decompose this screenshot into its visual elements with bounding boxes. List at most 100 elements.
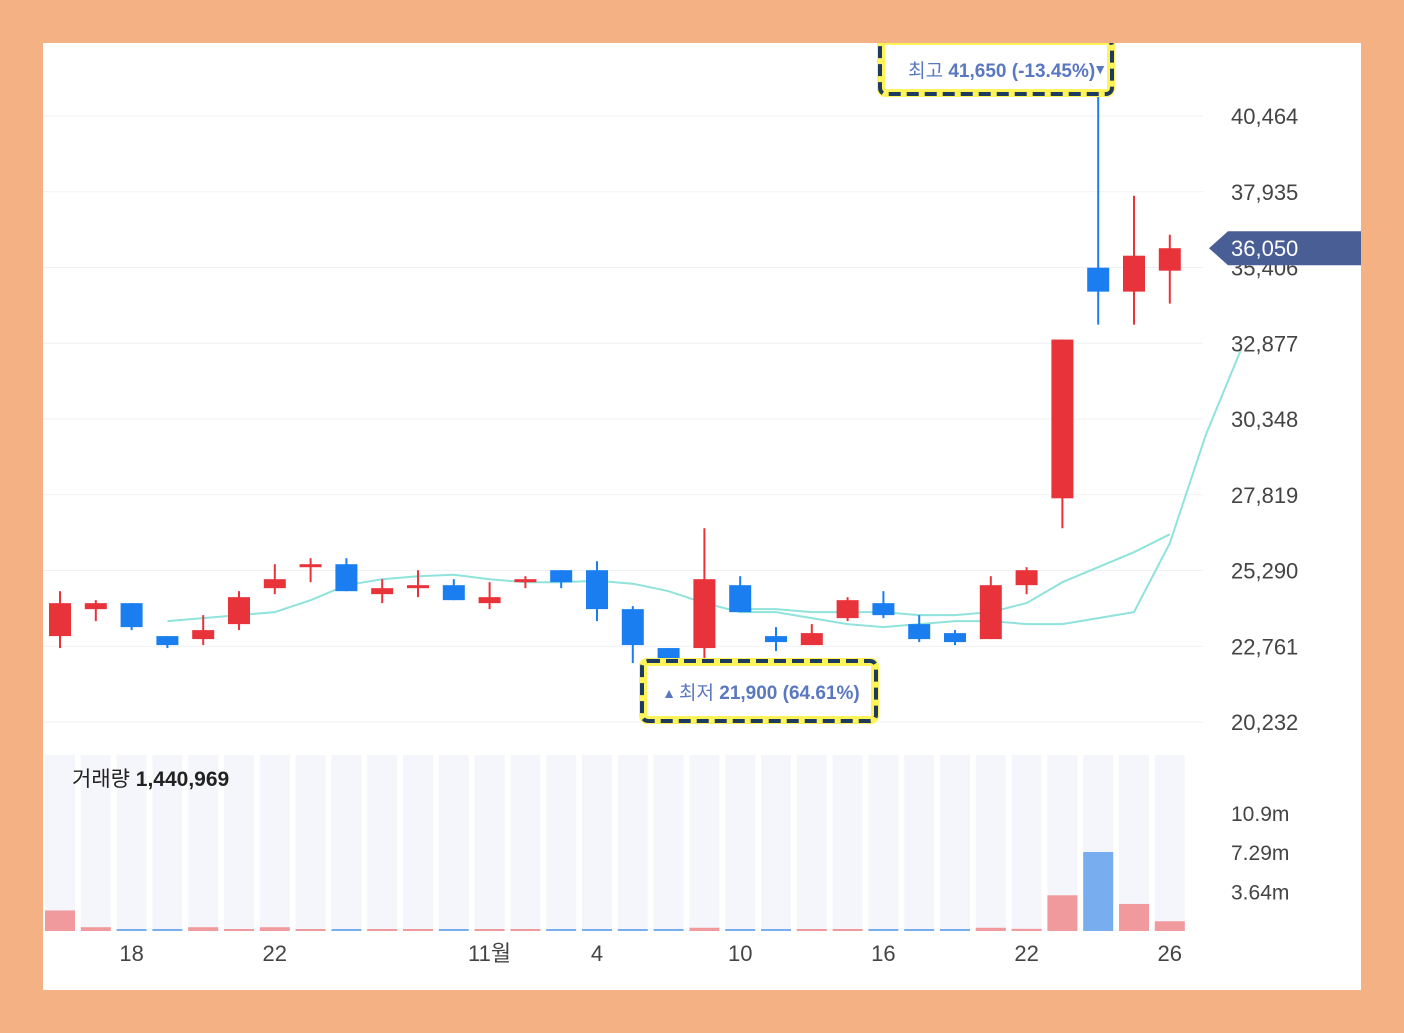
candle xyxy=(836,597,859,622)
high-annotation-text: 최고 41,650 (-13.45%) xyxy=(908,60,1095,82)
candle-body xyxy=(1051,339,1074,499)
volume-bar xyxy=(45,910,75,931)
candle-body xyxy=(192,630,215,640)
volume-column-bg xyxy=(1154,755,1185,931)
volume-column-bg xyxy=(653,755,684,931)
volume-column-bg xyxy=(438,755,469,931)
candle xyxy=(765,627,787,652)
low-annotation-box xyxy=(647,666,871,716)
candle-body xyxy=(335,564,358,592)
volume-column-bg xyxy=(689,755,720,931)
volume-bar xyxy=(796,929,827,931)
candle-body xyxy=(765,636,787,643)
candle-body xyxy=(263,579,286,589)
candle xyxy=(1051,339,1074,529)
volume-column-bg xyxy=(904,755,935,931)
volume-bar xyxy=(546,929,577,931)
volume-column-bg xyxy=(725,755,756,931)
volume-bar xyxy=(689,927,720,931)
candle-body xyxy=(1158,248,1181,271)
candle xyxy=(1087,80,1110,325)
volume-column-bg xyxy=(224,755,254,931)
price-tick-label: 25,290 xyxy=(1231,559,1298,584)
candle xyxy=(84,600,107,622)
volume-column-bg xyxy=(975,755,1006,931)
candle-body xyxy=(550,570,573,583)
price-tick-label: 37,935 xyxy=(1231,180,1298,205)
volume-column-bg xyxy=(116,755,147,931)
volume-tick-label: 10.9m xyxy=(1231,803,1289,826)
volume-bar xyxy=(116,929,147,931)
volume-column-bg xyxy=(761,755,791,931)
volume-bar xyxy=(403,929,433,931)
high-low-annotations: 최고 41,650 (-13.45%)▼ ▲ 최저 21,900 (64.61%) xyxy=(639,43,1115,724)
volume-column-bg xyxy=(80,755,111,931)
volume-bar xyxy=(940,929,970,931)
candle xyxy=(442,579,465,601)
candle-body xyxy=(872,603,895,616)
price-tick-label: 20,232 xyxy=(1231,710,1298,735)
candle-body xyxy=(478,597,501,604)
high-annotation-value: 41,650 (-13.45%) xyxy=(948,61,1095,82)
volume-column-bg xyxy=(546,755,577,931)
candle xyxy=(263,564,286,595)
volume-column-bg xyxy=(1119,755,1149,931)
candle xyxy=(550,570,573,589)
low-annotation-marker: ▲ xyxy=(662,685,676,701)
date-tick-label: 22 xyxy=(263,941,287,966)
current-price-label: 36,050 xyxy=(1231,236,1298,261)
candle-body xyxy=(1123,255,1145,292)
candle-body xyxy=(729,585,752,613)
volume-bar xyxy=(832,929,863,931)
volume-label: 거래량 1,440,969 xyxy=(72,768,229,791)
date-tick-label: 10 xyxy=(728,941,752,966)
volume-column-bg xyxy=(367,755,398,931)
candle xyxy=(621,606,644,664)
price-tick-label: 40,464 xyxy=(1231,104,1298,129)
candle xyxy=(299,558,322,583)
candle xyxy=(800,624,823,646)
volume-column-bg xyxy=(295,755,326,931)
chart-panel: 40,464 37,935 35,406 32,877 30,348 27,819 25,2… xyxy=(43,43,1361,990)
candle xyxy=(514,576,537,589)
date-tick-label: 22 xyxy=(1014,941,1038,966)
candle xyxy=(908,615,931,643)
low-annotation-value: 21,900 (64.61%) xyxy=(719,683,860,704)
volume-column-bg xyxy=(582,755,612,931)
candle-body xyxy=(371,588,394,595)
low-annotation-text: 최저 21,900 (64.61%) xyxy=(679,682,860,704)
candle-body xyxy=(1015,570,1038,586)
volume-column-bg xyxy=(1011,755,1042,931)
volume-bars xyxy=(45,851,1185,931)
volume-column-bg xyxy=(45,755,75,931)
volume-column-bg xyxy=(403,755,433,931)
candle xyxy=(156,636,179,649)
price-tag-shape xyxy=(1209,231,1361,266)
candle xyxy=(407,570,429,598)
high-annotation-dashed-border xyxy=(878,43,1114,96)
volume-bar xyxy=(653,929,684,931)
candle-body xyxy=(228,597,250,625)
volume-bar xyxy=(438,929,469,931)
volume-label-value: 1,440,969 xyxy=(136,768,229,791)
candle-body xyxy=(1087,267,1110,292)
volume-bar xyxy=(224,929,254,931)
volume-bar xyxy=(80,927,111,931)
volume-background-columns xyxy=(45,755,1185,931)
volume-bar xyxy=(188,927,219,931)
high-annotation-marker: ▼ xyxy=(1093,61,1107,77)
date-tick-label: 26 xyxy=(1158,941,1182,966)
volume-column-bg xyxy=(152,755,183,931)
candle xyxy=(693,528,716,664)
candle-body xyxy=(800,633,823,646)
volume-label-text: 거래량 1,440,969 xyxy=(72,768,229,791)
candle-body xyxy=(693,579,716,649)
price-tick-label: 32,877 xyxy=(1231,331,1298,356)
candle-body xyxy=(514,579,537,583)
candle xyxy=(586,561,608,622)
volume-bar xyxy=(904,929,935,931)
candle xyxy=(228,591,250,631)
volume-bar xyxy=(510,929,541,931)
candle-body xyxy=(908,624,931,640)
volume-column-bg xyxy=(796,755,827,931)
